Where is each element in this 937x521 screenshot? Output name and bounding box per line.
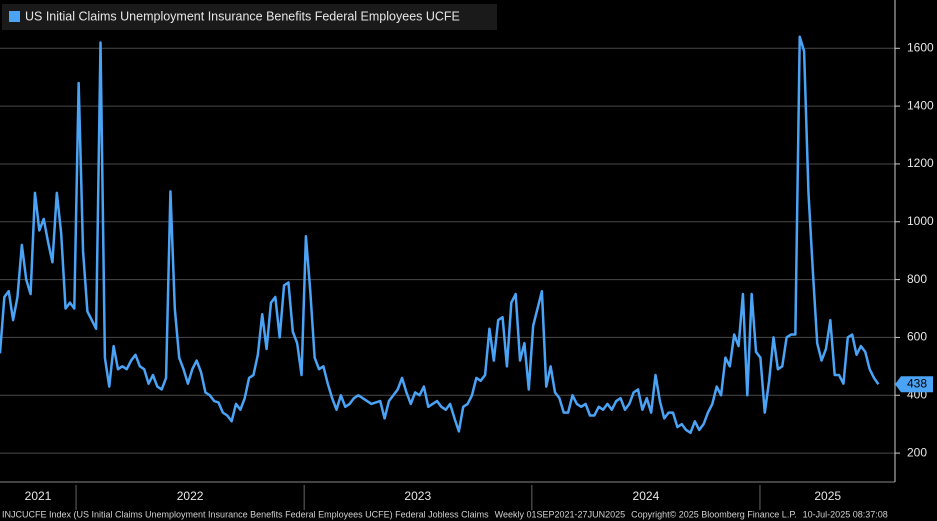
x-tick-label: 2024 — [633, 489, 660, 503]
y-tick-label: 1600 — [907, 40, 934, 54]
x-tick-label: 2021 — [25, 489, 52, 503]
y-tick-label: 200 — [907, 445, 927, 459]
x-tick-label: 2025 — [814, 489, 841, 503]
y-tick-label: 800 — [907, 272, 927, 286]
y-tick-label: 1000 — [907, 214, 934, 228]
footer-text: INJCUCFE Index (US Initial Claims Unempl… — [2, 509, 489, 519]
x-tick-label: 2023 — [404, 489, 431, 503]
last-value-label: 438 — [907, 376, 927, 390]
series-line — [0, 35, 880, 435]
footer-text: 10-Jul-2025 08:37:08 — [803, 509, 888, 519]
y-tick-label: 600 — [907, 330, 927, 344]
footer-text: Weekly 01SEP2021-27JUN2025 — [495, 509, 625, 519]
legend-swatch — [9, 11, 20, 22]
x-tick-label: 2022 — [177, 489, 204, 503]
footer-text: Copyright© 2025 Bloomberg Finance L.P. — [631, 509, 797, 519]
y-tick-label: 1200 — [907, 156, 934, 170]
y-tick-label: 1400 — [907, 98, 934, 112]
legend-box — [2, 4, 497, 30]
last-value-box — [895, 376, 933, 393]
legend-label: US Initial Claims Unemployment Insurance… — [25, 9, 460, 23]
